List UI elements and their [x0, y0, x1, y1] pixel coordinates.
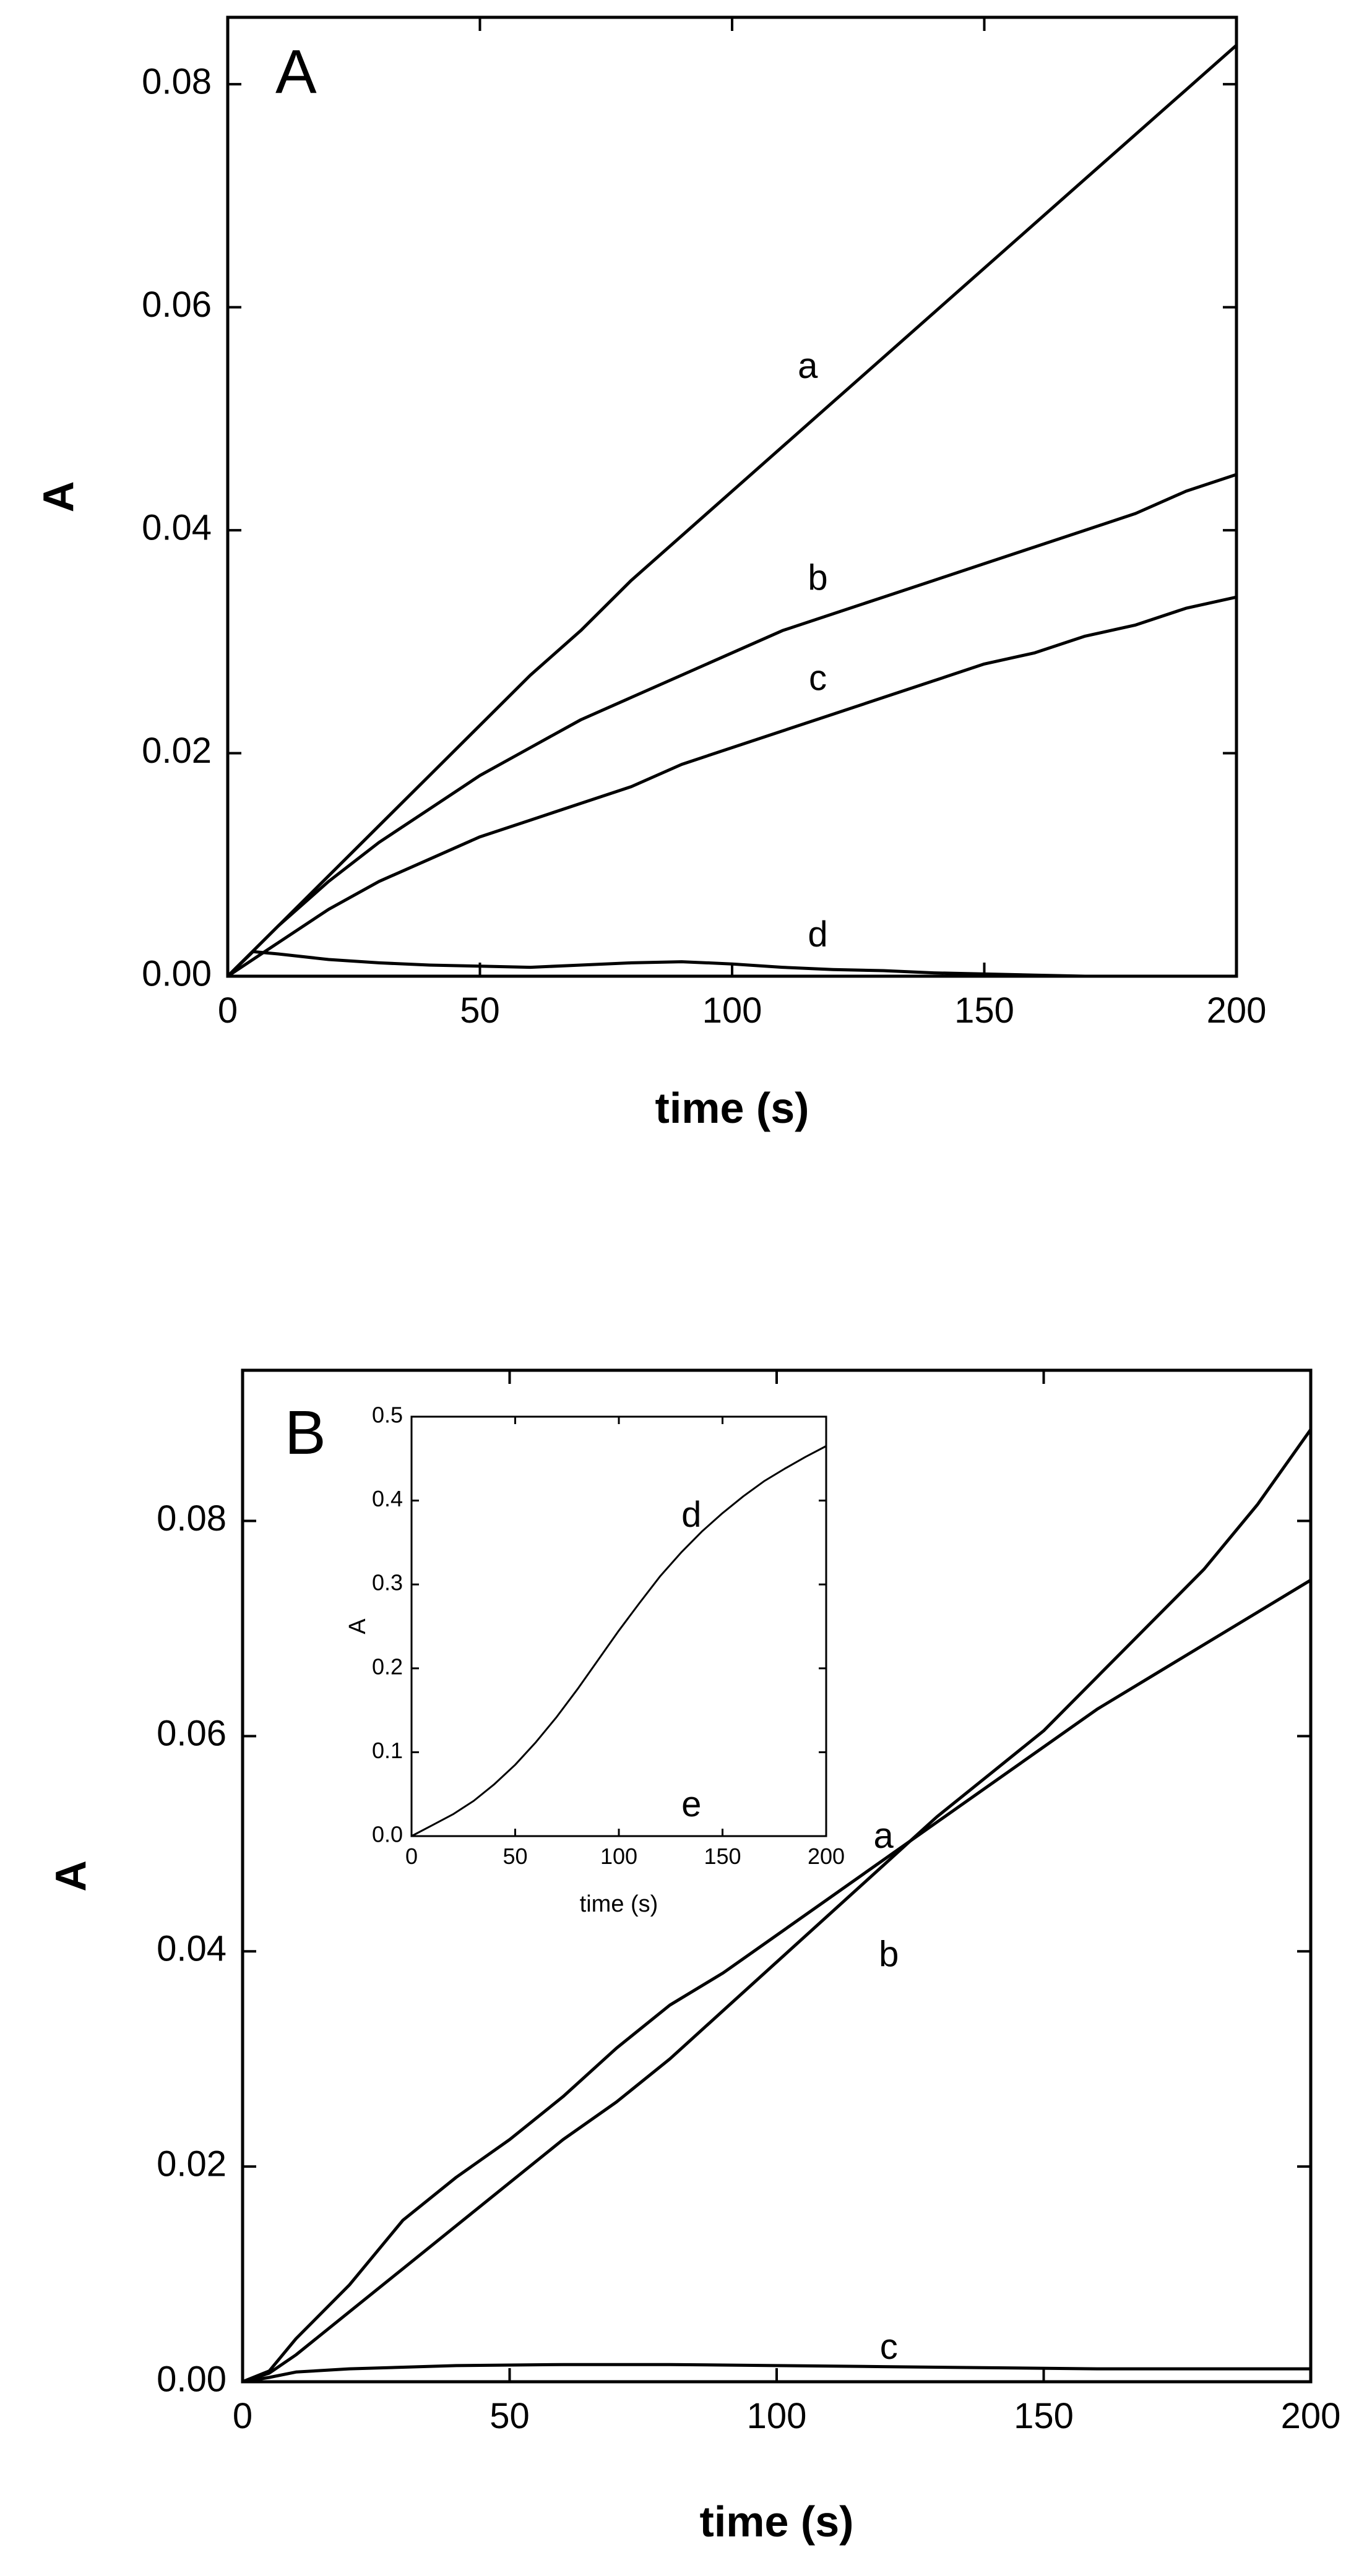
series-line-b: [241, 1428, 1313, 2384]
panel-A: 0 50 100 150 200 0.00 0.02 0.04 0.06 0.08 time (s)…: [34, 15, 1267, 1132]
series-label-d: d: [808, 914, 827, 955]
x-tick-label: 100: [702, 990, 762, 1031]
series-line-c: [241, 2363, 1313, 2384]
y-tick-label: 0.3: [372, 1570, 403, 1595]
y-tick-label: 0.04: [157, 1929, 226, 1969]
series-line-d: [226, 950, 1087, 978]
plot-frame: [226, 15, 1238, 978]
y-tick-label: 0.4: [372, 1486, 403, 1511]
x-tick-label: 50: [503, 1844, 527, 1869]
y-tick-label: 0.06: [142, 285, 212, 325]
series-label-b: b: [808, 558, 827, 598]
x-tick-label: 50: [460, 990, 500, 1031]
y-tick-label: 0.0: [372, 1822, 403, 1847]
series-line-c: [226, 595, 1238, 978]
y-tick-label: 0.00: [157, 2359, 226, 2399]
x-tick-label: 150: [704, 1844, 741, 1869]
series-label-c: c: [809, 658, 827, 698]
x-tick-label: 100: [747, 2396, 807, 2436]
series-label-a: a: [798, 346, 818, 386]
x-tick-label: 200: [808, 1844, 845, 1869]
x-tick-label: 0: [233, 2396, 252, 2436]
y-tick-label: 0.02: [157, 2144, 226, 2184]
x-tick-label: 200: [1281, 2396, 1341, 2436]
x-tick-label: 50: [490, 2396, 530, 2436]
x-axis-label: time (s): [700, 2497, 854, 2546]
y-tick-label: 0.08: [142, 61, 212, 101]
x-tick-label: 0: [218, 990, 238, 1031]
y-tick-label: 0.06: [157, 1714, 226, 1754]
x-tick-label: 100: [600, 1844, 637, 1869]
y-tick-label: 0.02: [142, 731, 212, 771]
panel-letter: B: [285, 1398, 326, 1467]
y-tick-label: 0.00: [142, 953, 212, 994]
y-axis-label: A: [345, 1618, 371, 1634]
series-line-d: [410, 1445, 827, 1837]
series-label-c: c: [880, 2327, 898, 2367]
series-line-a: [226, 43, 1238, 978]
series-label-e: e: [681, 1784, 701, 1824]
series-line-b: [226, 473, 1238, 978]
x-tick-label: 0: [405, 1844, 418, 1869]
series-label-a: a: [873, 1816, 894, 1856]
series-line-a: [241, 1578, 1313, 2384]
panel-letter: A: [275, 37, 317, 106]
series-label-b: b: [879, 1934, 899, 1974]
x-tick-label: 150: [954, 990, 1014, 1031]
y-tick-label: 0.2: [372, 1654, 403, 1679]
inset-background: [412, 1417, 826, 1836]
x-axis-label: time (s): [580, 1891, 658, 1917]
x-tick-label: 200: [1207, 990, 1267, 1031]
y-tick-label: 0.08: [157, 1498, 226, 1539]
y-axis-label: A: [46, 1860, 95, 1892]
y-tick-label: 0.1: [372, 1738, 403, 1763]
y-axis-label: A: [34, 481, 82, 513]
x-axis-label: time (s): [655, 1084, 809, 1132]
series-label-d: d: [681, 1495, 701, 1535]
y-tick-label: 0.04: [142, 507, 212, 547]
x-tick-label: 150: [1014, 2396, 1074, 2436]
y-tick-label: 0.5: [372, 1402, 403, 1428]
panel-B-inset: 0 50 100 150 200 0.0 0.1 0.2 0.3 0.4 0.5 time (s) Ad…: [345, 1402, 845, 1917]
